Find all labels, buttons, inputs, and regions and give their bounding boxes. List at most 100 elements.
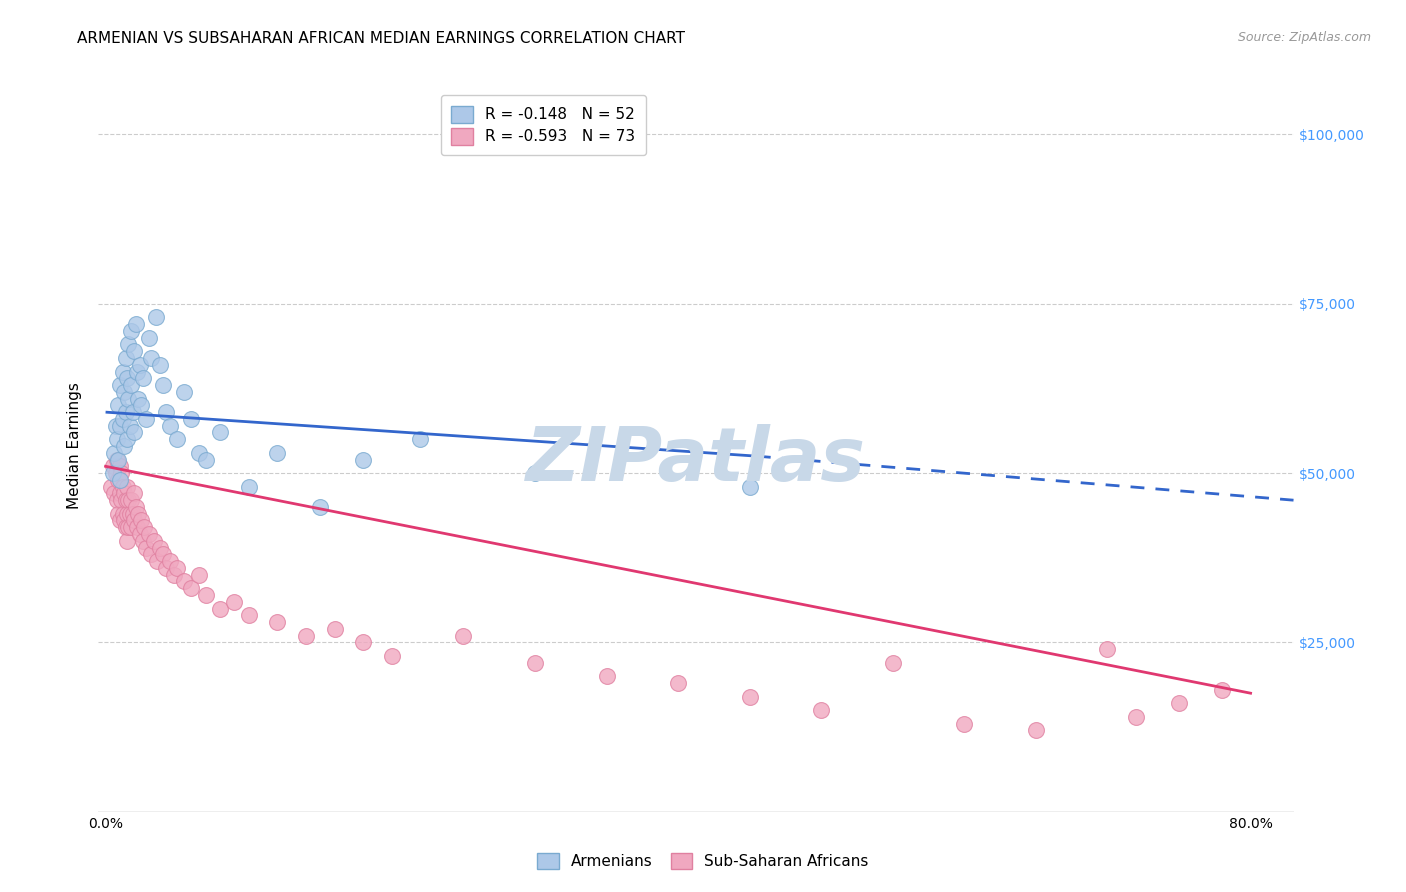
Point [409, 432, 432, 446]
Point [238, 608, 260, 623]
Point [103, 446, 125, 460]
Point [104, 418, 127, 433]
Point [111, 480, 134, 494]
Point [125, 520, 148, 534]
Point [111, 507, 134, 521]
Point [114, 351, 136, 365]
Point [108, 459, 131, 474]
Point [111, 412, 134, 426]
Point [159, 418, 181, 433]
Point [453, 629, 475, 643]
Point [122, 514, 145, 528]
Point [129, 358, 152, 372]
Point [152, 378, 174, 392]
Point [117, 337, 139, 351]
Point [117, 520, 139, 534]
Point [166, 561, 188, 575]
Point [107, 507, 129, 521]
Point [118, 418, 141, 433]
Point [381, 648, 404, 663]
Point [155, 561, 177, 575]
Point [209, 601, 232, 615]
Point [115, 533, 138, 548]
Point [595, 669, 617, 683]
Point [141, 547, 163, 561]
Point [266, 446, 288, 460]
Point [120, 324, 142, 338]
Point [180, 412, 202, 426]
Text: ARMENIAN VS SUBSAHARAN AFRICAN MEDIAN EARNINGS CORRELATION CHART: ARMENIAN VS SUBSAHARAN AFRICAN MEDIAN EA… [77, 31, 685, 46]
Point [149, 541, 172, 555]
Point [115, 432, 138, 446]
Point [124, 500, 146, 514]
Point [810, 703, 832, 717]
Point [114, 493, 136, 508]
Text: Source: ZipAtlas.com: Source: ZipAtlas.com [1237, 31, 1371, 45]
Point [173, 574, 195, 589]
Point [110, 493, 132, 508]
Point [115, 507, 138, 521]
Point [138, 331, 160, 345]
Point [122, 486, 145, 500]
Point [118, 507, 141, 521]
Point [131, 514, 153, 528]
Point [155, 405, 177, 419]
Point [112, 384, 135, 399]
Point [108, 473, 131, 487]
Point [738, 690, 761, 704]
Point [352, 452, 374, 467]
Point [138, 527, 160, 541]
Point [120, 520, 142, 534]
Point [145, 310, 167, 325]
Point [120, 378, 142, 392]
Point [131, 398, 153, 412]
Point [129, 527, 152, 541]
Point [104, 466, 127, 480]
Point [266, 615, 288, 629]
Point [107, 473, 129, 487]
Point [323, 622, 346, 636]
Point [112, 514, 135, 528]
Point [114, 405, 136, 419]
Point [135, 412, 157, 426]
Legend: R = -0.148   N = 52, R = -0.593   N = 73: R = -0.148 N = 52, R = -0.593 N = 73 [440, 95, 645, 155]
Point [105, 452, 128, 467]
Point [108, 418, 131, 433]
Legend: Armenians, Sub-Saharan Africans: Armenians, Sub-Saharan Africans [531, 847, 875, 875]
Point [1025, 723, 1047, 738]
Point [187, 567, 209, 582]
Point [173, 384, 195, 399]
Point [112, 486, 135, 500]
Point [111, 364, 134, 378]
Point [1097, 642, 1119, 657]
Point [122, 425, 145, 440]
Point [135, 541, 157, 555]
Point [101, 466, 124, 480]
Point [117, 392, 139, 406]
Point [114, 520, 136, 534]
Point [134, 520, 156, 534]
Point [163, 567, 186, 582]
Point [224, 595, 246, 609]
Point [141, 351, 163, 365]
Point [187, 446, 209, 460]
Point [128, 507, 150, 521]
Point [122, 344, 145, 359]
Text: ZIPatlas: ZIPatlas [526, 424, 866, 497]
Point [103, 486, 125, 500]
Point [295, 629, 318, 643]
Point [117, 493, 139, 508]
Point [120, 493, 142, 508]
Point [100, 480, 122, 494]
Point [128, 392, 150, 406]
Point [125, 364, 148, 378]
Point [108, 486, 131, 500]
Point [1211, 682, 1233, 697]
Point [180, 581, 202, 595]
Point [108, 378, 131, 392]
Point [149, 358, 172, 372]
Point [738, 480, 761, 494]
Point [166, 432, 188, 446]
Point [1168, 697, 1191, 711]
Point [124, 317, 146, 331]
